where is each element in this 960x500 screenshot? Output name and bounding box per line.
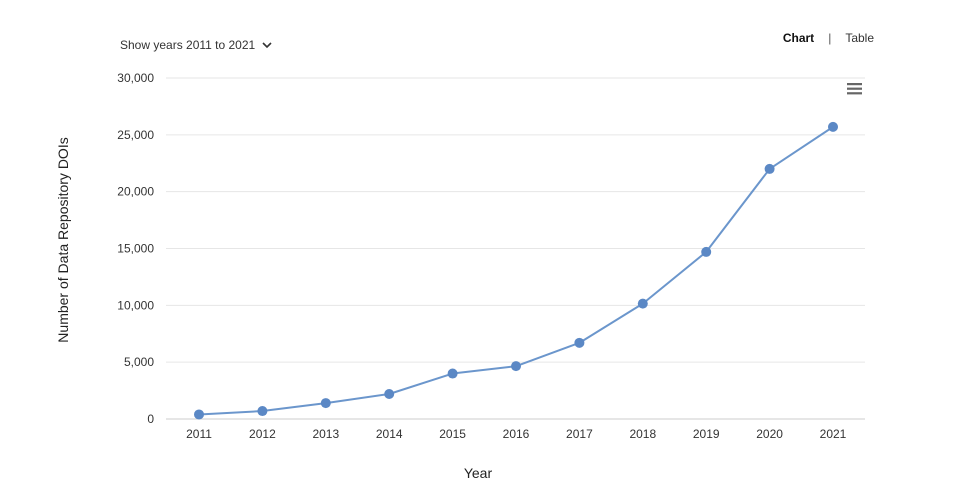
- x-tick-label: 2020: [756, 427, 783, 441]
- y-tick-label: 0: [147, 412, 154, 426]
- x-axis-title: Year: [464, 465, 493, 481]
- series-line-path: [198, 126, 834, 416]
- y-tick-label: 25,000: [117, 128, 154, 142]
- y-tick-label: 20,000: [117, 185, 154, 199]
- y-tick-label: 15,000: [117, 242, 154, 256]
- y-tick-label: 10,000: [117, 298, 154, 312]
- data-point[interactable]: [701, 246, 712, 257]
- table-view-tab[interactable]: Table: [845, 31, 874, 45]
- data-point[interactable]: [637, 298, 648, 309]
- series-line: [194, 121, 838, 420]
- data-point[interactable]: [257, 406, 268, 417]
- x-tick-label: 2014: [376, 427, 403, 441]
- y-axis-title: Number of Data Repository DOIs: [55, 137, 71, 342]
- data-point[interactable]: [764, 163, 775, 174]
- x-tick-label: 2016: [503, 427, 530, 441]
- x-tick-label: 2017: [566, 427, 593, 441]
- x-tick-label: 2021: [820, 427, 847, 441]
- x-tick-label: 2011: [186, 427, 212, 441]
- chevron-down-icon: [262, 42, 272, 49]
- view-toggle: Chart | Table: [783, 30, 874, 46]
- data-point[interactable]: [828, 121, 838, 132]
- gridlines: [166, 77, 865, 420]
- y-tick-label: 5,000: [124, 355, 154, 369]
- hamburger-menu-icon: [847, 83, 862, 95]
- data-point[interactable]: [384, 388, 395, 399]
- x-tick-label: 2018: [629, 427, 656, 441]
- data-point[interactable]: [320, 398, 331, 409]
- y-tick-label: 30,000: [117, 71, 154, 85]
- view-toggle-separator: |: [828, 31, 832, 45]
- y-axis-ticks: 0 5,000 10,000 15,000 20,000 25,000 30,000: [117, 71, 154, 426]
- data-point[interactable]: [511, 361, 521, 372]
- year-range-dropdown[interactable]: Show years 2011 to 2021: [120, 36, 273, 54]
- x-tick-label: 2019: [693, 427, 720, 441]
- x-tick-label: 2015: [439, 427, 466, 441]
- x-tick-label: 2013: [312, 427, 339, 441]
- data-point[interactable]: [447, 368, 458, 379]
- x-tick-label: 2012: [249, 427, 276, 441]
- data-point[interactable]: [574, 337, 585, 348]
- data-point[interactable]: [194, 409, 204, 420]
- chart-menu-button[interactable]: [845, 80, 865, 98]
- x-axis-ticks: 2011 2012 2013 2014 2015 2016 2017 2018 2019 2020…: [186, 427, 847, 441]
- year-range-label: Show years 2011 to 2021: [120, 38, 256, 52]
- chart-view-tab[interactable]: Chart: [782, 31, 815, 45]
